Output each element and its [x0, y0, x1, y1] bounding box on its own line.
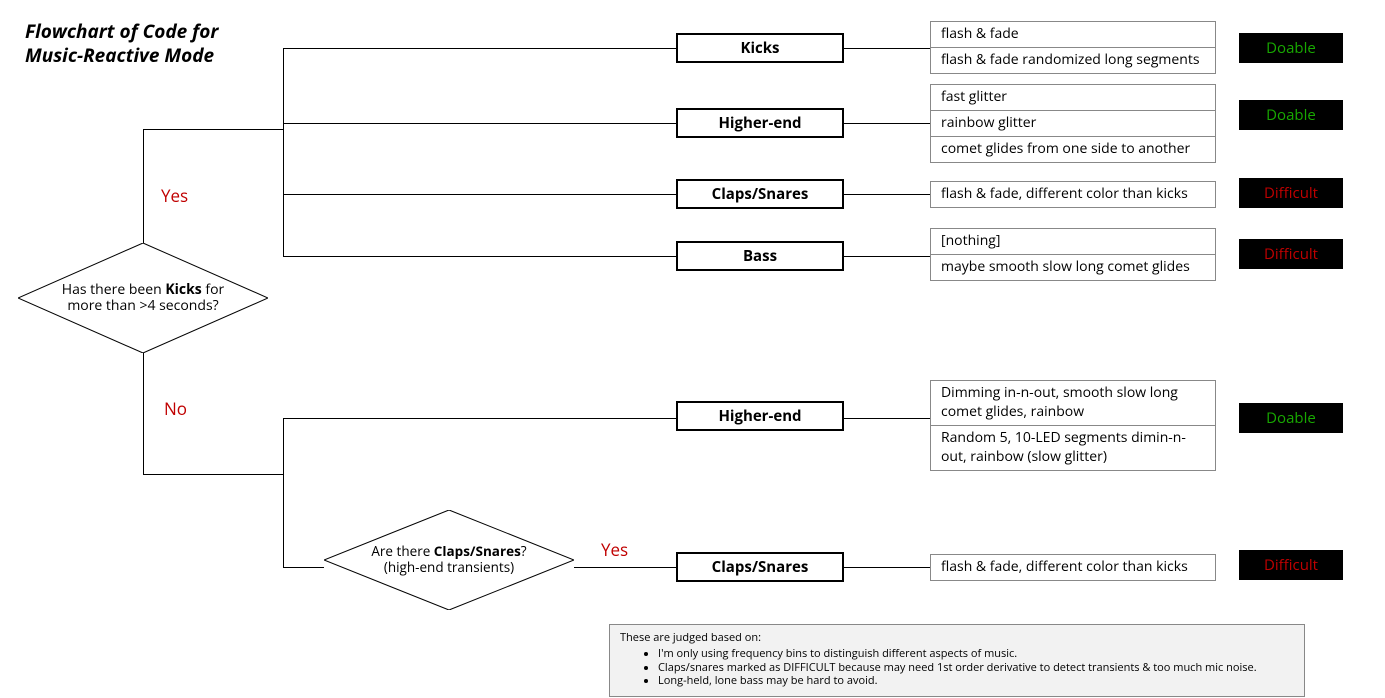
badge-doable: Doable: [1239, 33, 1343, 63]
connector: [283, 418, 676, 419]
effects-bass: [nothing] maybe smooth slow long comet g…: [930, 228, 1216, 281]
effect-item: rainbow glitter: [931, 110, 1215, 136]
connector: [143, 474, 283, 475]
connector: [283, 567, 324, 568]
decision-claps: Are there Claps/Snares? (high-end transi…: [324, 510, 574, 610]
branch-yes: Yes: [161, 184, 188, 207]
connector: [844, 256, 930, 257]
effect-item: flash & fade randomized long segments: [931, 47, 1215, 73]
effects-claps-2: flash & fade, different color than kicks: [930, 554, 1216, 581]
notes-item: Long-held, lone bass may be hard to avoi…: [658, 674, 1294, 688]
category-higher-end: Higher-end: [676, 108, 844, 138]
effect-item: flash & fade, different color than kicks: [931, 182, 1215, 207]
connector: [143, 353, 144, 474]
connector: [283, 194, 676, 195]
badge-doable: Doable: [1239, 100, 1343, 130]
category-claps-snares-2: Claps/Snares: [676, 552, 844, 582]
connector: [844, 567, 930, 568]
badge-difficult: Difficult: [1239, 178, 1343, 208]
effect-item: Random 5, 10-LED segments dimin-n-out, r…: [931, 425, 1215, 470]
effect-item: [nothing]: [931, 229, 1215, 254]
connector: [844, 123, 930, 124]
category-higher-end-2: Higher-end: [676, 401, 844, 431]
badge-doable: Doable: [1239, 403, 1343, 433]
category-kicks: Kicks: [676, 33, 844, 63]
connector: [143, 129, 283, 130]
connector: [574, 567, 676, 568]
notes-lead: These are judged based on:: [620, 631, 1294, 645]
effects-higher-end-2: Dimming in-n-out, smooth slow long comet…: [930, 380, 1216, 471]
connector: [844, 418, 930, 419]
connector: [283, 418, 284, 567]
connector: [283, 48, 284, 256]
badge-difficult: Difficult: [1239, 550, 1343, 580]
page-title: Flowchart of Code for Music-Reactive Mod…: [25, 20, 245, 68]
branch-yes: Yes: [601, 538, 628, 561]
notes-item: I'm only using frequency bins to disting…: [658, 647, 1294, 661]
effect-item: flash & fade: [931, 22, 1215, 47]
notes-box: These are judged based on: I'm only usin…: [609, 624, 1305, 697]
connector: [283, 123, 676, 124]
branch-no: No: [164, 397, 187, 420]
connector: [143, 129, 144, 243]
badge-difficult: Difficult: [1239, 239, 1343, 269]
category-claps-snares: Claps/Snares: [676, 179, 844, 209]
connector: [283, 48, 676, 49]
effects-claps: flash & fade, different color than kicks: [930, 181, 1216, 208]
connector: [844, 48, 930, 49]
effect-item: fast glitter: [931, 85, 1215, 110]
decision-kicks: Has there been Kicks for more than >4 se…: [18, 243, 268, 353]
category-bass: Bass: [676, 241, 844, 271]
effect-item: maybe smooth slow long comet glides: [931, 254, 1215, 280]
effect-item: comet glides from one side to another: [931, 136, 1215, 162]
effects-higher-end: fast glitter rainbow glitter comet glide…: [930, 84, 1216, 163]
effects-kicks: flash & fade flash & fade randomized lon…: [930, 21, 1216, 74]
effect-item: Dimming in-n-out, smooth slow long comet…: [931, 381, 1215, 425]
notes-item: Claps/snares marked as DIFFICULT because…: [658, 661, 1294, 675]
effect-item: flash & fade, different color than kicks: [931, 555, 1215, 580]
connector: [844, 194, 930, 195]
connector: [283, 256, 676, 257]
